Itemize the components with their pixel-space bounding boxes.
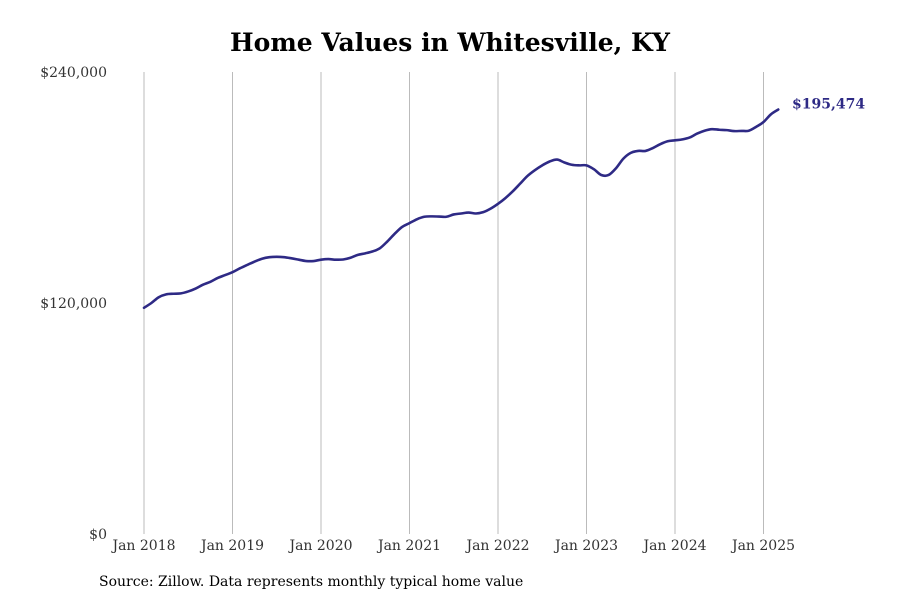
x-tick-label: Jan 2022 <box>464 538 529 554</box>
y-tick-label: $0 <box>89 527 107 543</box>
series-line <box>142 108 780 310</box>
end-label-layer: $195,474 <box>792 97 865 113</box>
x-axis-ticks: Jan 2018 Jan 2019 Jan 2020 Jan 2021 Jan 2022… <box>110 538 795 554</box>
chart-title: Home Values in Whitesville, KY <box>230 28 670 57</box>
x-tick-label: Jan 2021 <box>376 538 441 554</box>
y-axis-ticks: $0 $120,000 $240,000 <box>40 65 107 543</box>
end-value-label: $195,474 <box>792 97 865 113</box>
x-tick-label: Jan 2020 <box>287 538 352 554</box>
x-tick-label: Jan 2025 <box>730 538 795 554</box>
x-tick-label: Jan 2019 <box>199 538 264 554</box>
y-tick-label: $120,000 <box>40 296 107 312</box>
series-layer <box>142 108 780 310</box>
gridlines <box>143 72 764 534</box>
source-note: Source: Zillow. Data represents monthly … <box>99 574 524 590</box>
x-tick-label: Jan 2024 <box>641 538 706 554</box>
x-tick-label: Jan 2023 <box>553 538 618 554</box>
x-tick-label: Jan 2018 <box>110 538 175 554</box>
y-tick-label: $240,000 <box>40 65 107 81</box>
